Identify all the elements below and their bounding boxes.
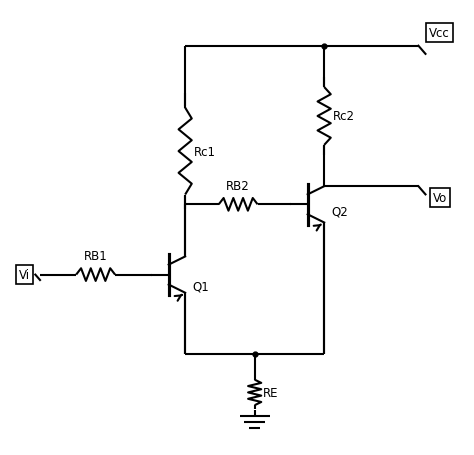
Text: Vo: Vo bbox=[432, 192, 447, 205]
Text: Q2: Q2 bbox=[331, 205, 348, 218]
Text: Vi: Vi bbox=[19, 268, 30, 282]
Text: RB1: RB1 bbox=[84, 249, 108, 263]
Text: Vcc: Vcc bbox=[429, 26, 450, 40]
Text: Rc2: Rc2 bbox=[333, 110, 355, 123]
Text: Q1: Q1 bbox=[192, 280, 209, 293]
Text: RB2: RB2 bbox=[226, 179, 250, 192]
Text: RE: RE bbox=[263, 386, 279, 399]
Text: Rc1: Rc1 bbox=[194, 145, 216, 158]
